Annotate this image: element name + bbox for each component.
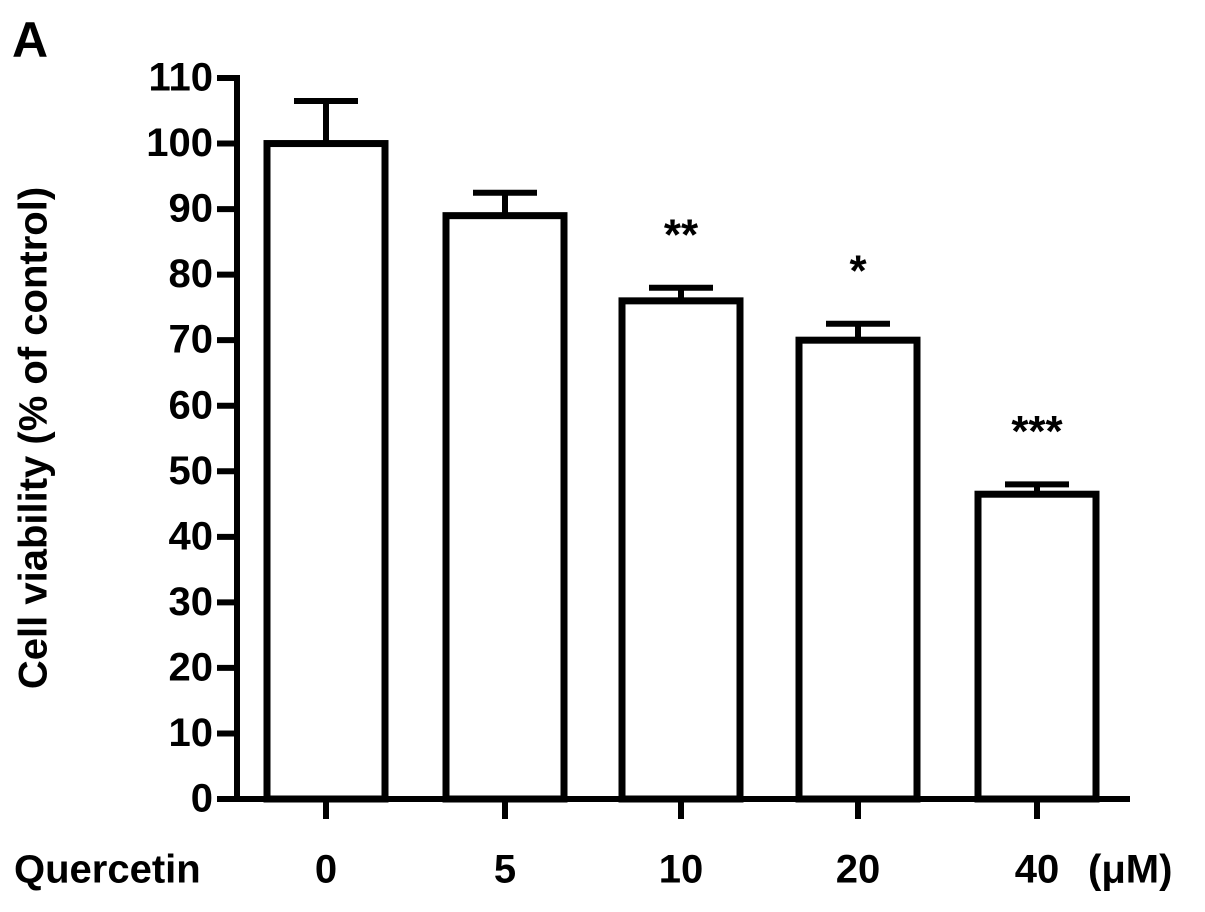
x-tick-label: 40 — [1015, 848, 1060, 892]
y-axis-label: Cell viability (% of control) — [12, 187, 56, 689]
y-tick-label: 70 — [169, 318, 214, 362]
bar — [263, 140, 389, 803]
y-tick-label: 80 — [169, 252, 214, 296]
significance-label: *** — [1011, 407, 1063, 456]
y-tick-label: 30 — [169, 580, 214, 624]
y-tick-label: 10 — [169, 711, 214, 755]
x-tick-label: 0 — [315, 848, 337, 892]
y-tick-label: 40 — [169, 514, 214, 558]
y-tick-label: 100 — [146, 121, 213, 165]
y-tick-label: 110 — [148, 56, 213, 100]
bar — [795, 336, 921, 803]
y-tick-label: 50 — [169, 449, 214, 493]
significance-label: ** — [664, 210, 699, 259]
y-tick-label: 20 — [169, 645, 214, 689]
x-tick-label: 10 — [659, 848, 704, 892]
y-tick-label: 60 — [169, 383, 214, 427]
bar — [974, 490, 1100, 803]
x-unit: (μM) — [1088, 848, 1172, 892]
bar — [618, 297, 744, 803]
bar — [442, 212, 568, 803]
significance-label: * — [849, 246, 867, 295]
panel-label: A — [12, 12, 48, 68]
y-tick-label: 90 — [169, 187, 214, 231]
x-tick-label: 20 — [836, 848, 881, 892]
x-axis-label: Quercetin — [14, 848, 201, 892]
x-tick-label: 5 — [494, 848, 516, 892]
y-tick-label: 0 — [191, 777, 213, 821]
